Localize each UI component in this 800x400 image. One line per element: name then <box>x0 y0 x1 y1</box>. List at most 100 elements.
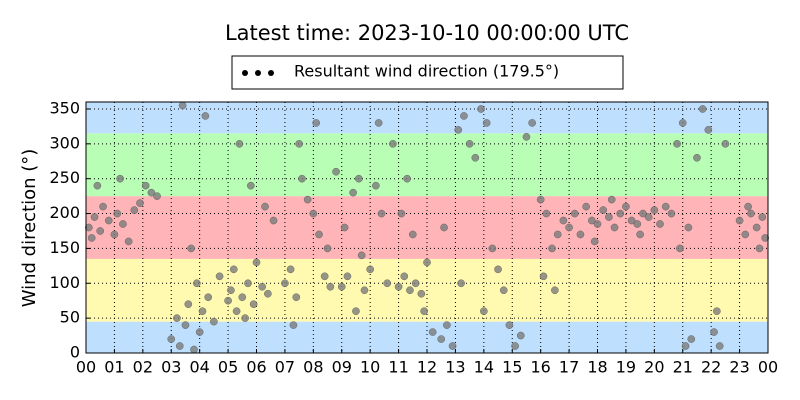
point <box>551 286 559 295</box>
point <box>195 328 204 336</box>
point <box>676 244 684 253</box>
point <box>349 188 357 197</box>
point <box>673 140 681 148</box>
point <box>477 105 485 113</box>
point <box>244 279 252 288</box>
point <box>178 101 187 110</box>
x-tick-label: 16 <box>530 358 550 377</box>
x-tick-label: 05 <box>218 358 238 377</box>
x-tick-label: 17 <box>559 358 579 377</box>
point <box>698 105 707 113</box>
y-tick-label: 0 <box>70 343 80 362</box>
point <box>588 216 596 225</box>
point <box>605 213 613 221</box>
point <box>542 209 551 218</box>
point <box>354 174 363 183</box>
point <box>693 153 701 162</box>
point <box>312 119 320 127</box>
point <box>332 167 340 176</box>
point <box>454 126 463 134</box>
point <box>735 216 744 225</box>
point <box>264 289 272 298</box>
point <box>505 321 514 329</box>
point <box>124 237 133 246</box>
point <box>315 230 323 239</box>
point <box>227 286 235 295</box>
point <box>340 223 349 232</box>
point <box>636 230 644 239</box>
x-tick-label: 03 <box>161 358 181 377</box>
point <box>522 133 531 141</box>
point <box>252 258 261 267</box>
point <box>360 286 369 295</box>
point <box>755 244 764 253</box>
point <box>224 296 232 305</box>
point <box>229 265 238 274</box>
y-tick-label: 300 <box>49 133 80 152</box>
point <box>110 230 119 239</box>
x-tick-label: 18 <box>587 358 607 377</box>
point <box>190 345 198 354</box>
point <box>428 328 437 336</box>
y-tick-label: 100 <box>49 273 80 292</box>
point <box>460 112 468 120</box>
point <box>90 213 99 221</box>
point <box>400 272 409 281</box>
legend-marker <box>255 70 261 76</box>
x-tick-label: 23 <box>729 358 749 377</box>
y-tick-label: 150 <box>49 238 80 257</box>
point <box>383 279 392 288</box>
point <box>633 220 642 228</box>
point <box>758 213 767 221</box>
point <box>295 140 303 148</box>
point <box>96 227 105 235</box>
point <box>136 199 144 207</box>
point <box>238 293 247 302</box>
point <box>539 272 548 281</box>
point <box>389 140 397 148</box>
x-tick-label: 14 <box>474 358 494 377</box>
legend-marker <box>268 70 274 76</box>
point <box>337 282 346 291</box>
point <box>232 307 241 315</box>
point <box>198 307 207 315</box>
point <box>147 188 156 197</box>
x-tick-label: 06 <box>246 358 266 377</box>
point <box>616 209 625 218</box>
chart-title: Latest time: 2023-10-10 00:00:00 UTC <box>225 21 629 45</box>
point <box>650 206 659 214</box>
band <box>86 102 768 134</box>
point <box>215 272 224 281</box>
x-tick-label: 12 <box>417 358 437 377</box>
point <box>406 286 414 295</box>
legend-marker <box>242 70 248 76</box>
point <box>511 342 519 350</box>
point <box>93 181 102 190</box>
point <box>576 230 585 239</box>
point <box>516 331 525 340</box>
point <box>741 230 750 239</box>
point <box>85 223 93 232</box>
point <box>175 342 184 350</box>
point <box>570 209 579 218</box>
x-tick-label: 15 <box>502 358 522 377</box>
point <box>303 195 312 204</box>
x-tick-label: 11 <box>388 358 408 377</box>
y-tick-label: 200 <box>49 203 80 222</box>
point <box>113 209 122 218</box>
point <box>448 342 457 350</box>
point <box>713 307 721 315</box>
point <box>590 237 599 246</box>
x-tick-label: 09 <box>332 358 352 377</box>
point <box>130 206 139 214</box>
point <box>553 230 562 239</box>
point <box>607 195 616 204</box>
point <box>661 202 670 211</box>
x-tick-label: 04 <box>189 358 209 377</box>
point <box>610 223 619 232</box>
point <box>261 202 269 211</box>
point <box>627 216 636 225</box>
point <box>667 209 676 218</box>
point <box>323 244 332 253</box>
point <box>465 140 474 148</box>
